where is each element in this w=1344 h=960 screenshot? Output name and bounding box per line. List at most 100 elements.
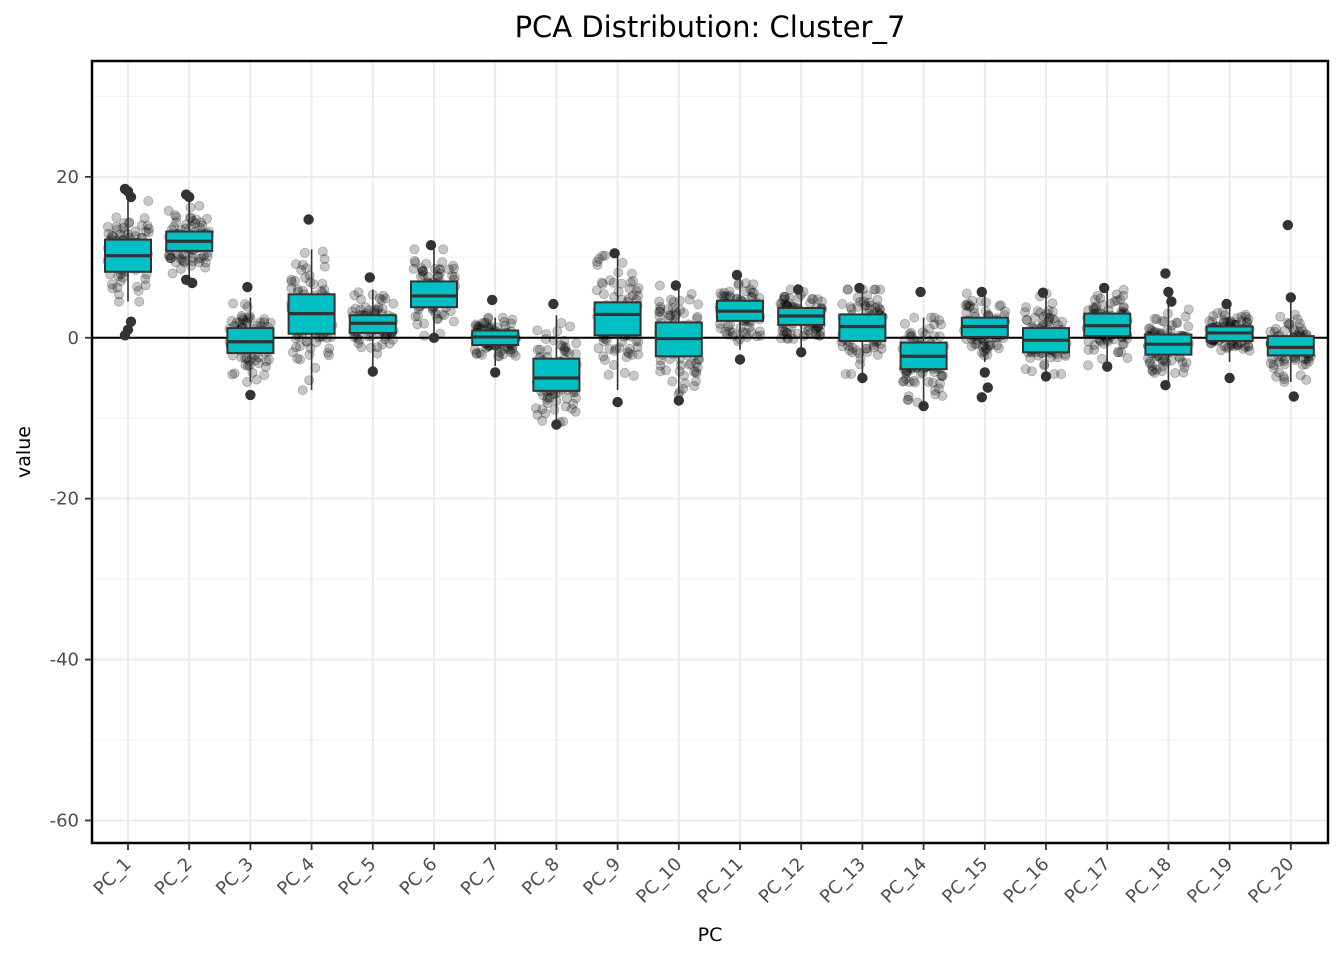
data-point: [598, 336, 609, 347]
data-point: [438, 244, 449, 255]
data-point: [1157, 366, 1168, 377]
data-point: [388, 298, 399, 309]
data-point: [353, 338, 364, 349]
data-point: [1113, 347, 1124, 358]
data-point: [597, 250, 608, 261]
outlier-point: [793, 284, 804, 295]
data-point: [134, 296, 145, 307]
data-point: [934, 315, 945, 326]
data-point: [201, 213, 212, 224]
data-point: [175, 263, 186, 274]
data-point: [715, 288, 726, 299]
data-point: [115, 276, 126, 287]
data-point: [792, 328, 803, 339]
data-point: [102, 221, 113, 232]
data-point: [967, 295, 978, 306]
data-point: [197, 220, 208, 231]
x-tick-label: PC_17: [1061, 854, 1115, 908]
data-point: [261, 356, 272, 367]
data-point: [675, 304, 686, 315]
data-point: [1274, 356, 1285, 367]
data-point: [565, 321, 576, 332]
data-point: [416, 263, 427, 274]
data-point: [437, 257, 448, 268]
data-point: [723, 321, 734, 332]
data-point: [499, 316, 510, 327]
data-point: [1218, 315, 1229, 326]
data-point: [350, 303, 361, 314]
data-point: [531, 403, 542, 414]
data-point: [1096, 353, 1107, 364]
data-point: [1240, 341, 1251, 352]
data-point: [289, 275, 300, 286]
data-point: [259, 369, 270, 380]
y-tick-label: -40: [50, 650, 79, 671]
data-point: [1083, 360, 1094, 371]
data-point: [297, 259, 308, 270]
data-point: [290, 259, 301, 270]
box-pc-5: [348, 289, 397, 369]
data-point: [1145, 323, 1156, 334]
x-tick-label: PC_2: [151, 854, 197, 900]
data-point: [1232, 313, 1243, 324]
data-point: [200, 262, 211, 273]
data-point: [432, 313, 443, 324]
data-point: [870, 302, 881, 313]
outlier-point: [1160, 268, 1171, 279]
data-point: [1268, 359, 1279, 370]
data-point: [308, 279, 319, 290]
data-point: [1057, 316, 1068, 327]
data-point: [374, 293, 385, 304]
data-point: [961, 300, 972, 311]
data-point: [782, 333, 793, 344]
box-pc-9: [593, 255, 642, 391]
data-point: [1047, 306, 1058, 317]
data-point: [571, 393, 582, 404]
data-point: [260, 361, 271, 372]
data-point: [412, 319, 423, 330]
data-point: [356, 342, 367, 353]
data-point: [930, 385, 941, 396]
data-point: [167, 268, 178, 279]
data-point: [715, 323, 726, 334]
data-point: [1301, 359, 1312, 370]
data-point: [633, 349, 644, 360]
data-point: [552, 326, 563, 337]
box-pc-4: [287, 249, 336, 391]
data-point: [1090, 294, 1101, 305]
outlier-point: [364, 272, 375, 283]
data-point: [568, 398, 579, 409]
data-point: [633, 336, 644, 347]
data-point: [482, 313, 493, 324]
data-point: [776, 333, 787, 344]
data-point: [777, 325, 788, 336]
data-point: [294, 341, 305, 352]
data-point: [691, 366, 702, 377]
box-pc-16: [1022, 293, 1070, 374]
data-point: [356, 294, 367, 305]
data-point: [136, 220, 147, 231]
data-point: [384, 338, 395, 349]
data-point: [1274, 367, 1285, 378]
data-point: [1022, 315, 1033, 326]
data-point: [1047, 298, 1058, 309]
data-point: [748, 279, 759, 290]
data-point: [778, 329, 789, 340]
boxes-layer: [104, 194, 1315, 423]
data-point: [505, 346, 516, 357]
outlier-point: [122, 324, 134, 335]
box-pc-3: [226, 297, 275, 383]
data-point: [561, 346, 572, 357]
data-point: [418, 270, 429, 281]
data-point: [351, 332, 362, 343]
data-point: [779, 292, 790, 303]
outlier-point: [125, 316, 137, 327]
x-tick-label: PC_14: [877, 854, 931, 908]
data-point: [535, 344, 546, 355]
data-point: [1181, 357, 1192, 368]
data-point: [803, 325, 814, 336]
outlier-point: [915, 286, 926, 298]
data-point: [139, 213, 150, 224]
data-point: [934, 331, 945, 342]
data-point: [1279, 359, 1290, 370]
